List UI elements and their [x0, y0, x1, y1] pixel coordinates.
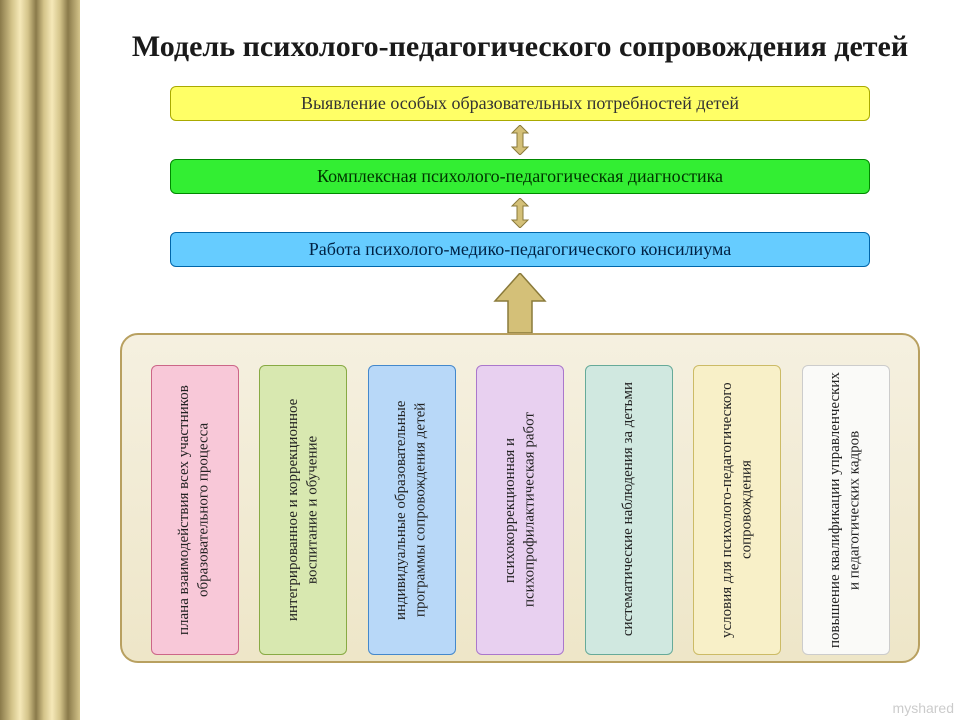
column-label: плана взаимодействия всех участников обр…	[175, 372, 214, 648]
arrow-updown-2	[508, 198, 532, 228]
watermark: myshared	[893, 700, 954, 716]
arrow-up-big	[490, 273, 550, 333]
column-card-6: повышение квалификации управленческих и …	[802, 365, 890, 655]
bar-yellow-label: Выявление особых образовательных потребн…	[301, 93, 739, 113]
column-card-0: плана взаимодействия всех участников обр…	[151, 365, 239, 655]
column-card-2: индивидуальные образовательные программы…	[368, 365, 456, 655]
double-arrow-icon	[512, 198, 528, 228]
page-title: Модель психолого-педагогического сопрово…	[90, 28, 950, 66]
bar-green: Комплексная психолого-педагогическая диа…	[170, 159, 870, 194]
column-label: психокоррекционная и психопрофилактическ…	[501, 372, 540, 648]
sidebar-decoration	[0, 0, 80, 720]
column-card-5: условия для психолого-педагогического со…	[693, 365, 781, 655]
bar-blue: Работа психолого-медико-педагогического …	[170, 232, 870, 267]
bar-blue-label: Работа психолого-медико-педагогического …	[309, 239, 731, 259]
column-label: систематические наблюдения за детьми	[619, 382, 639, 636]
column-card-3: психокоррекционная и психопрофилактическ…	[476, 365, 564, 655]
arrow-up-icon	[495, 273, 545, 333]
double-arrow-icon	[512, 125, 528, 155]
column-card-1: интегрированное и коррекционное воспитан…	[259, 365, 347, 655]
bar-yellow: Выявление особых образовательных потребн…	[170, 86, 870, 121]
column-label: условия для психолого-педагогического со…	[718, 372, 757, 648]
column-label: интегрированное и коррекционное воспитан…	[284, 372, 323, 648]
slide-content: Модель психолого-педагогического сопрово…	[90, 0, 950, 720]
columns-panel: плана взаимодействия всех участников обр…	[120, 333, 920, 663]
bar-green-label: Комплексная психолого-педагогическая диа…	[317, 166, 723, 186]
column-card-4: систематические наблюдения за детьми	[585, 365, 673, 655]
column-label: индивидуальные образовательные программы…	[392, 372, 431, 648]
column-label: повышение квалификации управленческих и …	[826, 372, 865, 648]
arrow-updown-1	[508, 125, 532, 155]
